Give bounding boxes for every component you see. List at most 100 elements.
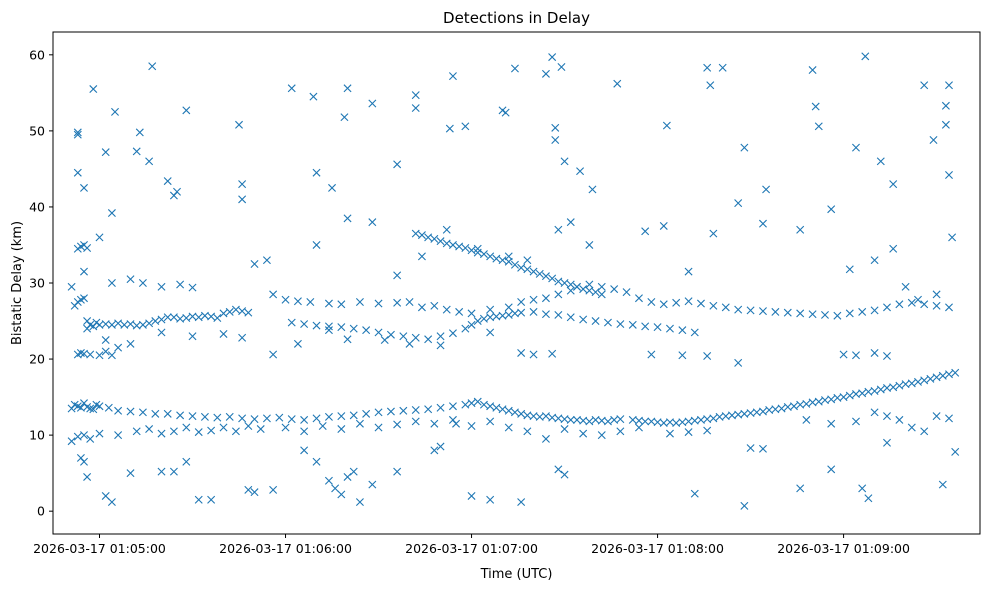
data-point: [541, 69, 550, 78]
data-point: [461, 244, 470, 253]
data-point: [492, 254, 501, 263]
data-point: [238, 180, 247, 189]
data-point: [306, 298, 315, 307]
data-point: [548, 53, 557, 62]
data-point: [811, 102, 820, 111]
data-point: [889, 383, 898, 392]
data-point: [207, 426, 216, 435]
data-point: [591, 317, 600, 326]
data-point: [504, 303, 513, 312]
data-point: [393, 420, 402, 429]
data-point: [557, 62, 566, 71]
data-point: [287, 318, 296, 327]
data-markers: [67, 52, 960, 510]
data-point: [641, 227, 650, 236]
data-point: [405, 298, 414, 307]
data-point: [262, 256, 271, 265]
data-point: [541, 310, 550, 319]
data-point: [188, 283, 197, 292]
data-point: [734, 358, 743, 367]
data-point: [157, 467, 166, 476]
y-tick-label: 60: [29, 47, 45, 62]
data-point: [176, 280, 185, 289]
data-point: [405, 339, 414, 348]
data-point: [312, 321, 321, 330]
data-point: [173, 187, 182, 196]
data-point: [200, 412, 209, 421]
data-point: [424, 335, 433, 344]
data-point: [938, 371, 947, 380]
data-point: [452, 419, 461, 428]
data-point: [486, 305, 495, 314]
data-point: [436, 442, 445, 451]
data-point: [250, 488, 259, 497]
data-point: [647, 350, 656, 359]
data-point: [473, 397, 482, 406]
data-point: [603, 417, 612, 426]
data-point: [467, 320, 476, 329]
data-point: [157, 282, 166, 291]
data-point: [783, 308, 792, 317]
data-point: [145, 157, 154, 166]
data-point: [442, 305, 451, 314]
data-point: [858, 389, 867, 398]
data-point: [188, 412, 197, 421]
data-point: [914, 377, 922, 386]
data-point: [337, 425, 346, 434]
data-point: [225, 412, 234, 421]
data-point: [498, 256, 507, 265]
data-point: [833, 311, 842, 320]
data-point: [355, 298, 364, 307]
data-point: [932, 373, 941, 382]
data-point: [138, 408, 147, 417]
data-point: [442, 239, 451, 248]
data-point: [858, 307, 867, 316]
data-point: [244, 308, 253, 317]
data-point: [309, 92, 318, 101]
data-point: [541, 272, 550, 281]
data-point: [858, 484, 867, 493]
data-point: [399, 332, 408, 341]
data-point: [182, 106, 191, 115]
data-point: [380, 336, 389, 345]
data-point: [529, 267, 538, 276]
data-point: [684, 267, 693, 276]
data-point: [941, 101, 950, 110]
data-point: [758, 444, 767, 453]
data-point: [585, 417, 594, 426]
data-point: [349, 324, 358, 333]
data-point: [541, 294, 550, 303]
data-point: [445, 124, 454, 133]
data-point: [188, 332, 197, 341]
data-point: [945, 171, 953, 179]
data-point: [845, 265, 854, 274]
data-point: [442, 225, 451, 234]
data-point: [554, 225, 563, 234]
data-point: [560, 157, 569, 166]
data-point: [411, 406, 420, 415]
data-point: [718, 63, 727, 72]
data-point: [424, 405, 433, 414]
data-point: [684, 297, 693, 306]
data-point: [411, 417, 420, 426]
data-point: [486, 417, 495, 426]
data-point: [417, 252, 426, 261]
data-point: [293, 339, 302, 348]
data-point: [436, 237, 445, 246]
data-point: [163, 409, 172, 418]
data-point: [889, 180, 898, 189]
data-point: [696, 299, 705, 308]
data-point: [374, 423, 383, 432]
data-point: [194, 495, 203, 504]
data-point: [920, 81, 929, 90]
data-point: [870, 256, 879, 265]
data-point: [461, 122, 470, 131]
data-point: [597, 282, 606, 291]
y-axis-label: Bistatic Delay (km): [10, 221, 25, 345]
data-point: [554, 290, 563, 299]
data-point: [80, 431, 88, 440]
data-point: [504, 406, 513, 415]
data-point: [145, 319, 154, 328]
x-tick-label: 2026-03-17 01:07:00: [405, 541, 538, 556]
data-point: [501, 108, 510, 117]
